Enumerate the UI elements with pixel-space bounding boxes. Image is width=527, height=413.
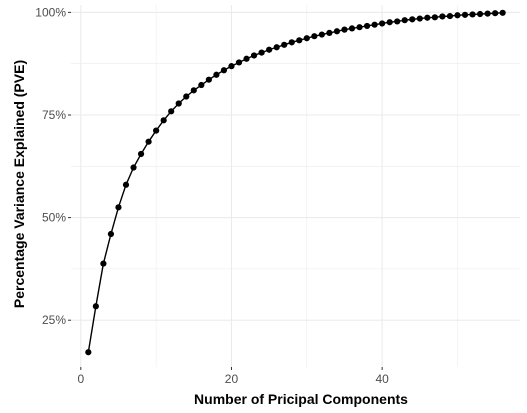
- data-point: [416, 15, 423, 22]
- data-point: [356, 24, 363, 31]
- y-tick-label: 25%: [42, 313, 66, 327]
- data-point: [386, 19, 393, 26]
- x-tick-label: 40: [375, 372, 389, 386]
- data-point: [153, 127, 160, 134]
- data-point: [115, 204, 122, 211]
- data-point: [122, 181, 130, 188]
- grid-layer: [71, 5, 520, 367]
- y-tick-label: 100%: [35, 5, 66, 19]
- data-point: [137, 150, 145, 158]
- data-point: [303, 35, 310, 42]
- data-point: [273, 44, 280, 51]
- series-layer: [85, 9, 506, 356]
- x-tick-label: 0: [77, 372, 84, 386]
- data-point: [288, 39, 295, 46]
- data-point: [499, 9, 506, 16]
- data-point: [424, 14, 431, 21]
- data-point: [492, 10, 499, 17]
- x-axis-title: Number of Pricipal Components: [194, 391, 408, 407]
- data-point: [431, 14, 438, 21]
- data-point: [461, 11, 469, 18]
- data-point: [183, 93, 190, 100]
- data-point: [198, 81, 205, 89]
- y-axis-title: Percentage Variance Explained (PVE): [11, 60, 27, 308]
- data-point: [100, 260, 107, 267]
- data-point: [476, 10, 484, 18]
- data-point: [469, 11, 476, 18]
- data-point: [326, 29, 333, 37]
- data-point: [454, 12, 461, 19]
- data-point: [160, 117, 167, 124]
- data-point: [213, 71, 220, 78]
- data-point: [85, 349, 92, 356]
- data-point: [175, 100, 182, 107]
- data-point: [168, 108, 175, 115]
- y-tick-label: 50%: [42, 211, 66, 225]
- data-point: [401, 17, 408, 24]
- data-point: [92, 303, 99, 310]
- data-point: [348, 25, 356, 32]
- data-point: [266, 46, 273, 53]
- data-point: [333, 28, 341, 35]
- data-point: [341, 26, 348, 33]
- data-point: [228, 63, 235, 70]
- data-point: [484, 10, 491, 17]
- data-point: [363, 22, 371, 30]
- data-point: [258, 49, 265, 56]
- y-tick-label: 75%: [42, 108, 66, 122]
- data-point: [130, 164, 137, 171]
- data-point: [220, 67, 228, 74]
- data-point: [379, 20, 386, 27]
- data-point: [409, 16, 416, 23]
- data-point: [281, 41, 288, 48]
- data-point: [107, 230, 115, 238]
- data-point: [446, 12, 454, 20]
- data-point: [250, 52, 258, 59]
- data-point: [371, 21, 378, 28]
- data-point: [205, 76, 212, 83]
- tick-layer: 0 20 40 25% 50% 75% 100%: [35, 5, 389, 386]
- data-point: [235, 59, 243, 66]
- x-tick-label: 20: [225, 372, 239, 386]
- data-point: [190, 87, 197, 94]
- data-point: [311, 33, 318, 40]
- data-point: [394, 18, 401, 25]
- data-point: [296, 37, 303, 44]
- data-point: [145, 138, 152, 145]
- data-point: [243, 55, 250, 62]
- data-point: [318, 31, 325, 38]
- data-point: [439, 13, 446, 20]
